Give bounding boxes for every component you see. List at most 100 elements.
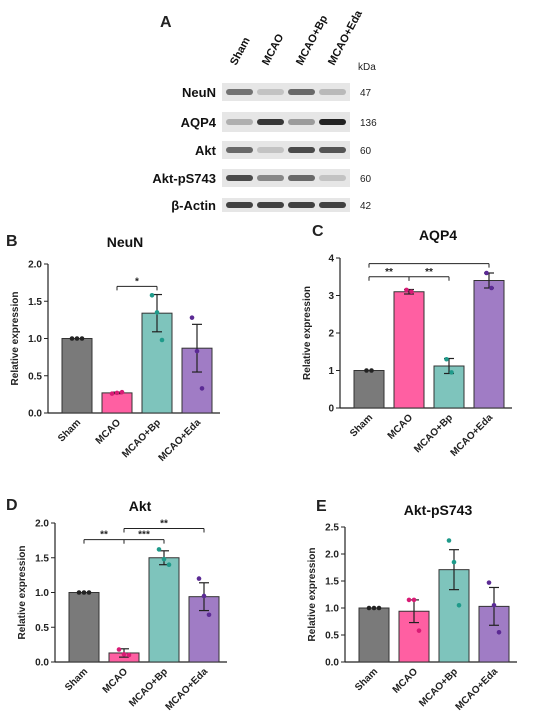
blot-band-actin-mcao — [257, 202, 284, 208]
panel-letter-d: D — [6, 497, 18, 514]
neun-point-mcao-eda — [199, 386, 205, 391]
aqp4-significance-bracket — [408, 276, 450, 281]
akt-y-tick-label: 2.0 — [35, 519, 49, 530]
akt-point-sham — [81, 590, 87, 595]
akt-x-tick-label-mcao: MCAO — [101, 666, 131, 696]
neun-significance-bracket — [116, 285, 158, 291]
akt-point-mcao-bp — [161, 556, 167, 562]
aqp4-y-tick-label: 4 — [328, 254, 334, 265]
akt-y-tick-label: 0.5 — [35, 623, 49, 634]
blot-band-actin-mcao-bp — [288, 202, 315, 208]
neun-y-tick-label: 1.5 — [28, 297, 42, 308]
blot-band-akt-ps743-mcao-eda — [319, 175, 346, 181]
blot-band-neun-mcao-eda — [319, 89, 346, 95]
akt-ps743-x-tick-label-mcao-eda: MCAO+Eda — [454, 666, 501, 713]
akt-bar-sham — [68, 592, 100, 663]
akt-point-sham — [76, 590, 82, 595]
aqp4-significance-label: ** — [425, 267, 433, 278]
neun-y-tick-label: 1.0 — [28, 334, 42, 345]
akt-significance-label: ** — [160, 519, 168, 530]
akt-ps743-point-mcao — [411, 597, 417, 603]
akt-point-mcao — [121, 652, 127, 657]
akt-ps743-y-axis-label: Relative expression — [307, 548, 318, 642]
aqp4-y-tick-label: 0 — [328, 404, 334, 415]
blot-label-aqp4: AQP4 — [181, 115, 217, 130]
neun-y-tick-label: 2.0 — [28, 260, 42, 271]
blot-band-akt-sham — [226, 147, 253, 153]
chart-akt-ps743: E Akt-pS743 0.0 0.5 1.0 1.5 2.0 2.5 Relative exp… — [307, 498, 517, 713]
blot-band-akt-mcao — [257, 147, 284, 153]
blot-band-akt-ps743-mcao — [257, 175, 284, 181]
akt-ps743-point-sham — [376, 605, 382, 611]
akt-x-tick-label-mcao-eda: MCAO+Eda — [164, 666, 211, 713]
blot-band-akt-mcao-bp — [288, 147, 315, 153]
akt-ps743-point-mcao-bp — [451, 559, 457, 565]
aqp4-title: AQP4 — [419, 227, 457, 243]
neun-point-mcao-eda — [189, 315, 195, 320]
neun-point-sham — [74, 336, 80, 341]
akt-significance-bracket — [123, 528, 205, 533]
blot-strip-actin — [222, 198, 350, 212]
aqp4-x-tick-label-mcao-eda: MCAO+Eda — [449, 412, 496, 459]
lane-label-sham: Sham — [228, 35, 253, 67]
neun-point-sham — [79, 336, 85, 341]
blot-strip-neun — [222, 83, 350, 101]
akt-point-sham — [86, 590, 92, 595]
aqp4-point-mcao-bp — [449, 370, 454, 375]
akt-ps743-x-tick-label-mcao: MCAO — [391, 666, 421, 696]
neun-y-tick-label: 0.5 — [28, 371, 42, 382]
neun-y-tick-label: 0.0 — [28, 409, 42, 420]
akt-y-tick-label: 0.0 — [35, 658, 49, 669]
neun-point-mcao-bp — [154, 310, 160, 315]
blot-band-aqp4-mcao-eda — [319, 119, 346, 125]
blot-band-akt-ps743-mcao-bp — [288, 175, 315, 181]
akt-significance-label: ** — [100, 530, 108, 541]
akt-ps743-point-sham — [366, 605, 372, 611]
akt-ps743-y-tick-label: 1.5 — [325, 577, 339, 588]
blot-strip-akt — [222, 141, 350, 159]
kda-value-neun: 47 — [360, 88, 372, 99]
aqp4-point-sham — [369, 368, 374, 373]
akt-significance-bracket — [123, 539, 165, 544]
neun-bar-sham — [61, 338, 93, 414]
blot-band-actin-sham — [226, 202, 253, 208]
kda-value-akt-ps743: 60 — [360, 174, 372, 185]
akt-ps743-y-tick-label: 0.0 — [325, 658, 339, 669]
akt-x-tick-label-mcao-bp: MCAO+Bp — [127, 666, 170, 709]
aqp4-point-mcao — [404, 287, 409, 293]
akt-ps743-point-mcao-bp — [446, 538, 452, 543]
blot-band-aqp4-mcao-bp — [288, 119, 315, 125]
blot-strip-aqp4 — [222, 112, 350, 132]
akt-ps743-y-tick-label: 0.5 — [325, 631, 339, 642]
aqp4-bar-mcao-eda — [473, 280, 505, 409]
blot-label-neun: NeuN — [182, 85, 216, 100]
neun-y-axis-label: Relative expression — [10, 292, 21, 386]
lane-label-mcao: MCAO — [260, 32, 287, 68]
akt-ps743-bar-sham — [358, 607, 390, 663]
akt-point-mcao — [126, 652, 132, 658]
aqp4-point-mcao — [409, 289, 414, 295]
kda-value-akt: 60 — [360, 146, 372, 157]
akt-ps743-point-mcao-bp — [456, 603, 462, 608]
aqp4-bar-sham — [353, 370, 385, 409]
akt-ps743-y-tick-label: 1.0 — [325, 604, 339, 615]
neun-error-bar-mcao-eda — [192, 323, 202, 373]
aqp4-y-tick-label: 2 — [328, 329, 334, 340]
akt-ps743-point-mcao — [416, 628, 422, 633]
akt-point-mcao-eda — [201, 593, 207, 599]
blot-band-aqp4-mcao — [257, 119, 284, 125]
akt-ps743-point-sham — [371, 605, 377, 611]
akt-ps743-x-tick-label-sham: Sham — [353, 666, 380, 693]
akt-point-mcao-bp — [166, 562, 172, 567]
akt-ps743-y-tick-label: 2.5 — [325, 523, 339, 534]
akt-y-tick-label: 1.0 — [35, 588, 49, 599]
kda-value-actin: 42 — [360, 201, 372, 212]
akt-point-mcao — [116, 647, 122, 652]
neun-point-mcao-bp — [159, 337, 165, 343]
blot-rows: NeuN 47 AQP4 136 Akt 60 Akt-pS743 60 β-Actin 42 — [152, 83, 377, 213]
chart-akt: D Akt 0.0 0.5 1.0 1.5 2.0 Relative expression Sh… — [6, 497, 227, 713]
neun-bar-mcao — [101, 392, 133, 414]
